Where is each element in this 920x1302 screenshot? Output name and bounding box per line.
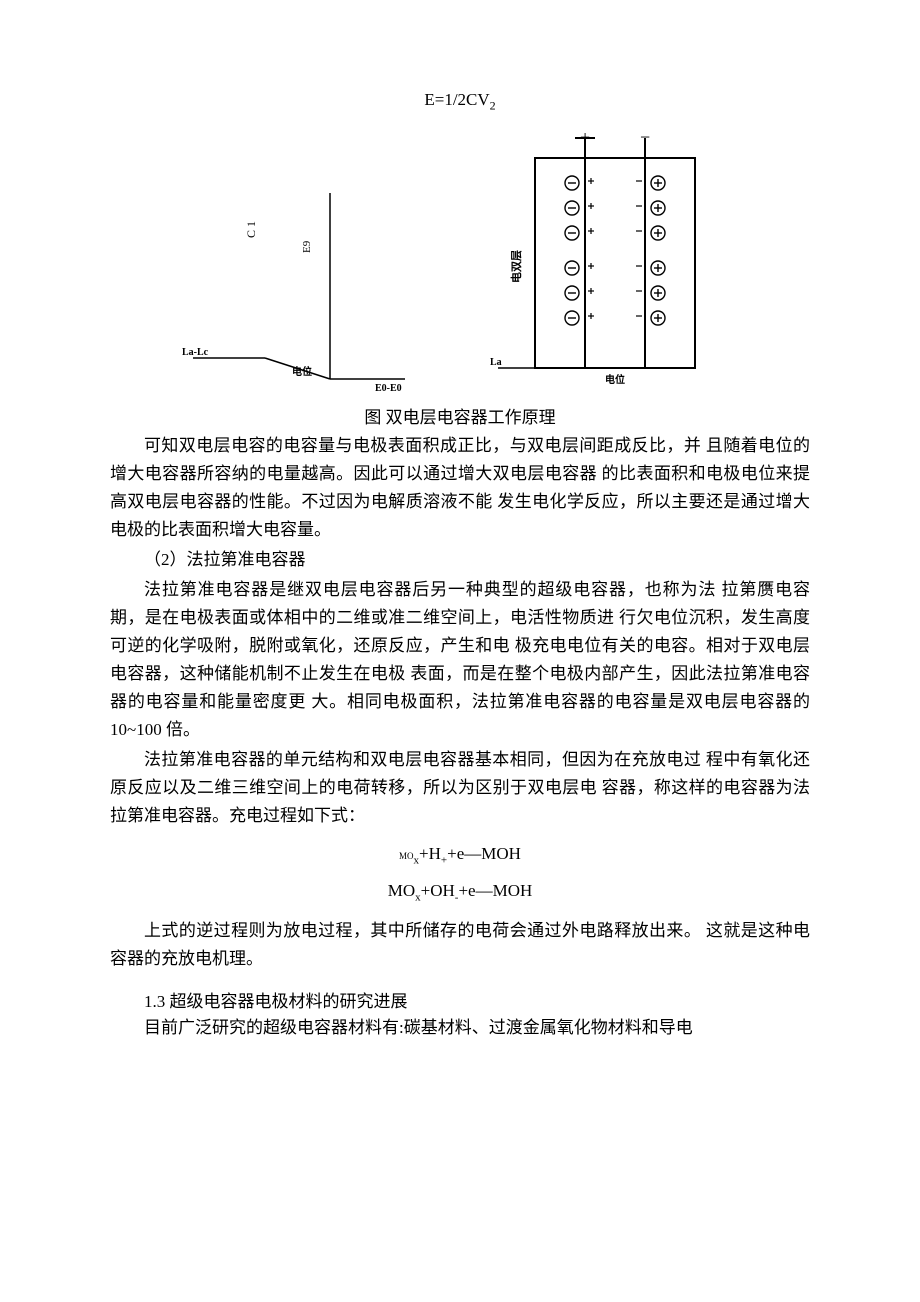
formula-top-sub: 2 bbox=[490, 98, 496, 112]
eq1-tail: +e—MOH bbox=[447, 844, 521, 863]
equation-2: MOx+OH-+e—MOH bbox=[110, 881, 810, 903]
eq2-mid: +OH bbox=[421, 881, 455, 900]
left-c1-label: C 1 bbox=[244, 221, 258, 238]
left-axis-right: E0-E0 bbox=[375, 383, 402, 393]
paragraph-4: 法拉第准电容器的单元结构和双电层电容器基本相同，但因为在充放电过 程中有氧化还原… bbox=[110, 746, 810, 830]
right-axis-left: La bbox=[490, 357, 502, 368]
left-axis-mid: 电位 bbox=[292, 365, 312, 378]
paragraph-3: 法拉第准电容器是继双电层电容器后另一种典型的超级电容器，也称为法 拉第赝电容期，… bbox=[110, 576, 810, 744]
formula-top-text: E=1/2CV bbox=[424, 90, 489, 109]
eq2-tail: +e—MOH bbox=[458, 881, 532, 900]
left-e9-label: E9 bbox=[301, 241, 313, 254]
formula-top: E=1/2CV2 bbox=[110, 90, 810, 113]
plus-icon: + bbox=[580, 133, 590, 147]
eq2-pre: MO bbox=[388, 881, 415, 900]
left-axis-left: La-Lc bbox=[182, 347, 209, 358]
paragraph-6: 目前广泛研究的超级电容器材料有:碳基材料、过渡金属氧化物材料和导电 bbox=[110, 1014, 810, 1042]
section-1-3: 1.3 超级电容器电极材料的研究进展 bbox=[110, 987, 810, 1012]
edl-diagram: C 1 E9 La-Lc 电位 E0-E0 bbox=[180, 133, 740, 393]
paragraph-5: 上式的逆过程则为放电过程，其中所储存的电荷会通过外电路释放出来。 这就是这种电容… bbox=[110, 917, 810, 973]
right-axis-mid: 电位 bbox=[605, 373, 625, 386]
eq1-mid: +H bbox=[419, 844, 441, 863]
paragraph-1: 可知双电层电容的电容量与电极表面积成正比，与双电层间距成反比，并 且随着电位的增… bbox=[110, 432, 810, 544]
eq1-pre: MO bbox=[399, 851, 414, 861]
minus-icon: − bbox=[640, 133, 650, 147]
equation-1: MOx+H++e—MOH bbox=[110, 844, 810, 866]
paragraph-2-head: （2）法拉第准电容器 bbox=[110, 546, 810, 574]
page: E=1/2CV2 C 1 E9 La-Lc 电位 E0-E0 bbox=[0, 0, 920, 1104]
right-sidelabel: 电双层 bbox=[509, 250, 523, 283]
figure-caption: 图 双电层电容器工作原理 bbox=[110, 403, 810, 428]
figure-container: C 1 E9 La-Lc 电位 E0-E0 bbox=[110, 133, 810, 393]
